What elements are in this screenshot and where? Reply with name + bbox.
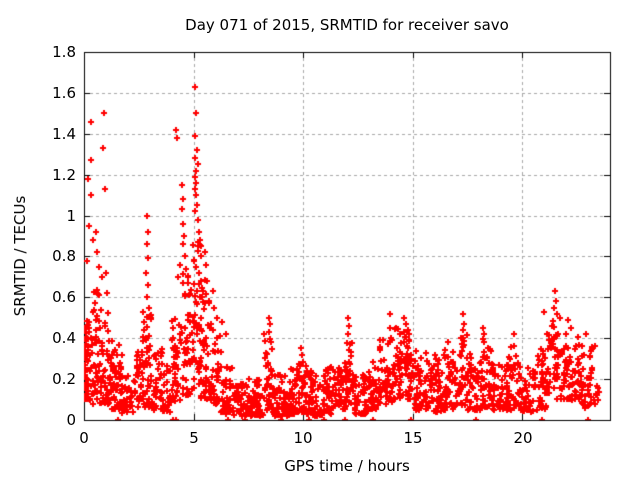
y-tick-label: 0.4 [52, 329, 76, 347]
y-tick-label: 1.2 [52, 166, 76, 184]
y-tick-label: 0.8 [52, 247, 76, 265]
x-tick-label: 0 [79, 429, 89, 447]
y-tick-label: 1.6 [52, 84, 76, 102]
x-axis-label: GPS time / hours [284, 457, 410, 475]
y-tick-label: 1 [66, 207, 76, 225]
y-tick-label: 1.8 [52, 43, 76, 61]
x-tick-label: 15 [403, 429, 423, 447]
x-tick-label: 20 [513, 429, 533, 447]
y-tick-label: 0.6 [52, 288, 76, 306]
x-tick-label: 10 [293, 429, 313, 447]
y-tick-label: 0.2 [52, 370, 76, 388]
y-tick-label: 1.4 [52, 125, 76, 143]
y-tick-label: 0 [66, 411, 76, 429]
x-tick-label: 5 [189, 429, 199, 447]
chart-title: Day 071 of 2015, SRMTID for receiver sav… [185, 16, 509, 34]
y-axis-label: SRMTID / TECUs [11, 195, 29, 317]
